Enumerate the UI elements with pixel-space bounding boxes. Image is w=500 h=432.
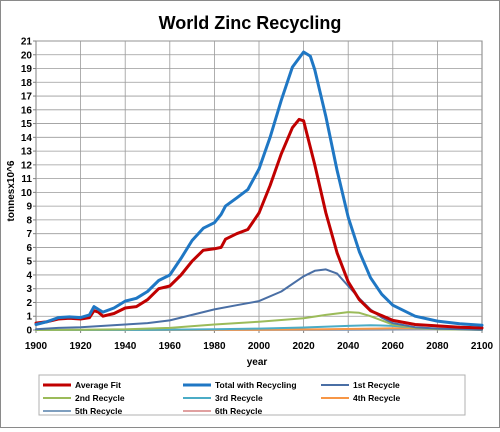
y-tick-label: 10 [21, 188, 33, 199]
y-tick-label: 6 [26, 243, 32, 254]
x-tick-label: 1980 [203, 341, 226, 352]
y-tick-label: 16 [21, 105, 33, 116]
x-tick-label: 2020 [292, 341, 315, 352]
legend-label-8: 6th Recycle [215, 406, 263, 416]
y-tick-label: 3 [26, 284, 32, 295]
x-tick-label: 2060 [382, 341, 405, 352]
y-tick-label: 14 [21, 133, 33, 144]
y-tick-label: 20 [21, 50, 33, 61]
y-tick-label: 8 [26, 215, 32, 226]
legend-label-2: Total with Recycling [215, 380, 297, 390]
legend-label-1: Average Fit [75, 380, 121, 390]
x-tick-label: 1900 [25, 341, 48, 352]
x-tick-label: 2040 [337, 341, 360, 352]
y-tick-label: 9 [26, 202, 32, 213]
legend-label-6: 4th Recycle [353, 393, 401, 403]
y-tick-label: 0 [26, 326, 32, 337]
x-tick-label: 2100 [471, 341, 494, 352]
legend-label-4: 2nd Recycle [75, 393, 125, 403]
y-tick-label: 12 [21, 160, 33, 171]
y-tick-label: 13 [21, 147, 33, 158]
y-tick-label: 7 [26, 229, 32, 240]
y-axis-label: tonnesx10^6 [6, 160, 17, 221]
y-tick-label: 17 [21, 92, 33, 103]
x-axis-label: year [247, 357, 268, 368]
y-tick-label: 2 [26, 298, 32, 309]
legend-label-3: 1st Recycle [353, 380, 400, 390]
y-tick-label: 18 [21, 78, 33, 89]
y-tick-label: 1 [26, 312, 32, 323]
y-tick-label: 4 [26, 270, 32, 281]
x-tick-label: 1960 [159, 341, 182, 352]
x-tick-label: 2080 [426, 341, 449, 352]
chart-title: World Zinc Recycling [159, 13, 342, 33]
y-tick-label: 11 [21, 174, 32, 185]
x-tick-label: 1940 [114, 341, 137, 352]
y-tick-label: 15 [21, 119, 33, 130]
x-tick-label: 2000 [248, 341, 271, 352]
y-tick-label: 19 [21, 64, 33, 75]
y-tick-label: 5 [26, 257, 32, 268]
x-tick-label: 1920 [69, 341, 92, 352]
legend-label-7: 5th Recycle [75, 406, 123, 416]
y-tick-label: 21 [21, 37, 33, 48]
legend-label-5: 3rd Recycle [215, 393, 263, 403]
legend: Average Fit Total with Recycling 1st Recyc… [39, 375, 465, 416]
